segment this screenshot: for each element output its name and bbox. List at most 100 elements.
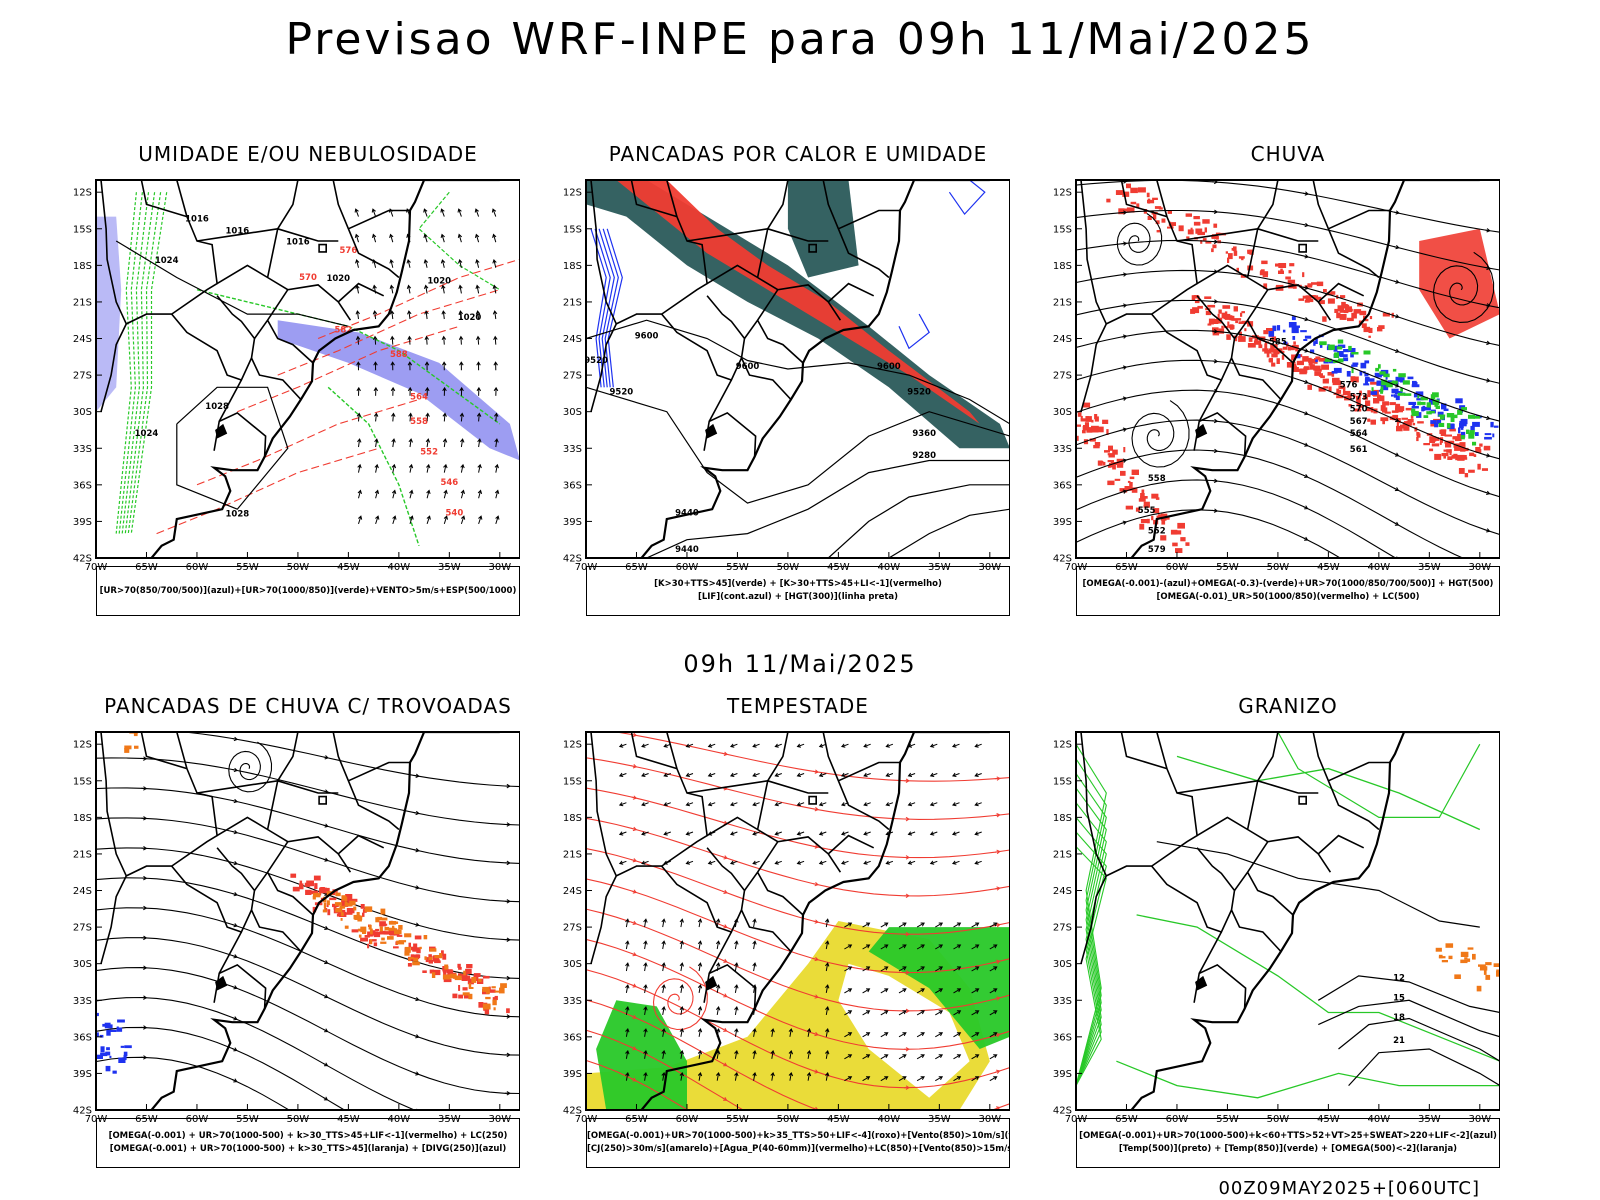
storm-area-red [416, 947, 421, 954]
rain-area-blue [1391, 388, 1399, 394]
streamline-arrow [504, 783, 511, 789]
storm-area-red [412, 947, 417, 951]
height-contour [646, 459, 1010, 558]
rain-area-blue [1400, 377, 1405, 383]
wind-vector [457, 233, 463, 243]
temp500-contour [1317, 975, 1500, 1014]
storm-area-orange [134, 745, 139, 749]
rain-area-red [1477, 463, 1481, 470]
rain-area-red [1321, 364, 1329, 370]
border-line [740, 909, 792, 953]
omega-area [1496, 971, 1500, 977]
rain-area-red [1089, 438, 1096, 442]
wind-vector [625, 984, 630, 993]
wind-vector [880, 1032, 889, 1038]
rain-area-red [1155, 497, 1160, 500]
temp850-contour [1076, 773, 1107, 1086]
wind-vector [426, 489, 431, 499]
wind-vector [788, 1049, 794, 1059]
rain-area-red [1339, 310, 1348, 313]
wind-vector [441, 335, 447, 345]
wind-vector [409, 489, 414, 499]
wind-vector [440, 208, 445, 217]
rain-area-red [1213, 223, 1218, 228]
streamline [586, 787, 1010, 859]
omega-area [1493, 963, 1500, 967]
rain-area-red [1305, 295, 1312, 301]
rain-area-red [1313, 365, 1321, 371]
rain-area-red [1077, 412, 1082, 417]
border-line [266, 732, 299, 830]
omega-area [1438, 956, 1446, 959]
storm-area-red [351, 929, 359, 933]
wind-vector [406, 284, 412, 294]
border-line [767, 780, 829, 794]
storm-area-red [412, 954, 421, 958]
streamline-arrow [631, 920, 638, 925]
storm-area-orange [358, 934, 362, 938]
border-line [216, 264, 289, 291]
rain-area-red [1453, 453, 1458, 458]
storm-area-orange [384, 926, 390, 931]
coastline [640, 180, 990, 558]
border-line [277, 780, 339, 794]
wind-vector [625, 1006, 630, 1015]
rain-area-red [1131, 487, 1138, 493]
wind-vector [373, 386, 379, 396]
streamline-arrow [1302, 379, 1309, 384]
rain-area-red [1382, 312, 1390, 317]
rain-area-red [1202, 238, 1207, 241]
thickness-contour [237, 325, 460, 413]
rain-area-red [1094, 414, 1098, 420]
rain-area-blue [1430, 420, 1437, 424]
wind-vector [441, 284, 446, 294]
streamline [1076, 389, 1500, 498]
wind-vector [907, 802, 916, 807]
rain-area-red [1322, 378, 1329, 384]
border-line [253, 836, 352, 891]
wind-vector [818, 772, 827, 777]
legend-line: [UR>70(850/700/500)](azul)+[UR>70(1000/8… [99, 585, 517, 596]
contour-label: 9520 [584, 356, 608, 366]
wind-vector [679, 1028, 684, 1037]
storm-area-orange [312, 896, 316, 900]
streamline-arrow [322, 823, 329, 828]
streamline-arrow [1484, 453, 1491, 458]
wind-vector [423, 259, 429, 268]
wind-vector [426, 515, 431, 525]
omega-area [1485, 974, 1491, 980]
streamline-arrow [1302, 254, 1309, 259]
wind-vector [971, 966, 980, 972]
border-line [661, 847, 746, 933]
wind-vector [898, 988, 907, 994]
rain-area-red [1271, 336, 1277, 342]
humidity-contour [130, 192, 168, 534]
streamline-arrow [812, 1031, 819, 1037]
coastline [1130, 180, 1480, 558]
rain-area-red [1322, 316, 1327, 322]
wind-vector [459, 386, 464, 396]
wind-vector [458, 310, 463, 320]
omega-area [1479, 966, 1488, 971]
rain-area-red [1314, 371, 1322, 376]
wind-vector [641, 831, 649, 836]
wind-vector [844, 1010, 853, 1016]
rain-area-red [1455, 436, 1459, 442]
map-svg: 1215182112S15S18S21S24S27S30S33S36S39S42… [1053, 731, 1500, 1122]
wind-vector [408, 438, 413, 448]
storm-area-orange [380, 941, 387, 944]
map-base [1080, 180, 1480, 558]
streamline [1076, 269, 1500, 347]
wind-vector [685, 831, 694, 836]
wind-vector [707, 802, 716, 807]
streamline [96, 1056, 291, 1110]
rain-area-red [1462, 447, 1469, 452]
rain-area-red [1431, 443, 1440, 447]
wind-vector [625, 1049, 630, 1059]
streamline-arrow [141, 905, 148, 911]
rain-area-red [1304, 299, 1310, 303]
streamline-arrow [812, 919, 819, 924]
valid-time-title: 09h 11/Mai/2025 [683, 650, 917, 678]
rain-area-blue [1343, 349, 1349, 353]
wind-vector [661, 984, 666, 993]
